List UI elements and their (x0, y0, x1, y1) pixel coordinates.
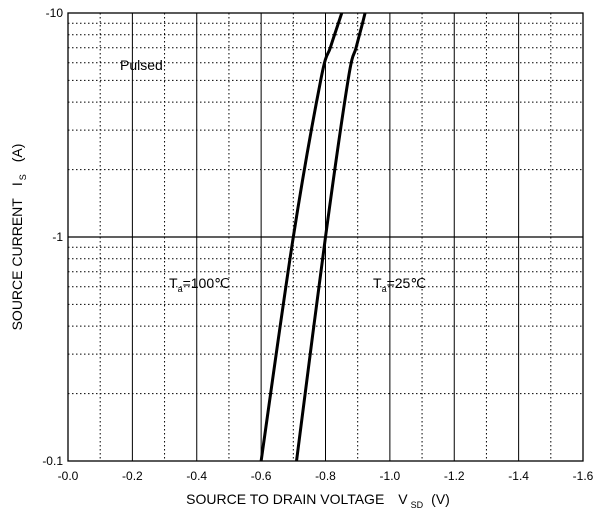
series-label-100c: Ta=100℃ (169, 275, 230, 294)
grid-major (68, 13, 583, 461)
annotation-pulsed: Pulsed (120, 57, 163, 73)
y-tick-label: -0.1 (42, 454, 63, 468)
x-tick-label: -1.2 (444, 469, 465, 483)
x-tick-label: -0.4 (186, 469, 207, 483)
y-tick-labels: -0.1 -1 -10 (42, 6, 63, 468)
y-axis-label: SOURCE CURRENTIS(A) (9, 144, 28, 331)
x-axis-label: SOURCE TO DRAIN VOLTAGE V SD (V) (186, 491, 450, 510)
x-tick-labels: -0.0 -0.2 -0.4 -0.6 -0.8 -1.0 -1.2 -1.4 -1.6 (58, 469, 594, 483)
x-tick-label: -1.6 (573, 469, 594, 483)
y-tick-label: -10 (46, 6, 64, 20)
series-line-100c (259, 13, 344, 461)
x-tick-label: -0.8 (315, 469, 336, 483)
x-tick-label: -0.6 (251, 469, 272, 483)
y-tick-label: -1 (52, 230, 63, 244)
series-label-25c: Ta=25℃ (373, 275, 426, 294)
plot-frame (67, 12, 584, 462)
x-tick-label: -1.4 (508, 469, 529, 483)
series-line-25c (295, 13, 367, 461)
x-tick-label: -0.0 (58, 469, 79, 483)
x-tick-label: -1.0 (380, 469, 401, 483)
x-tick-label: -0.2 (122, 469, 143, 483)
curves (259, 13, 367, 461)
